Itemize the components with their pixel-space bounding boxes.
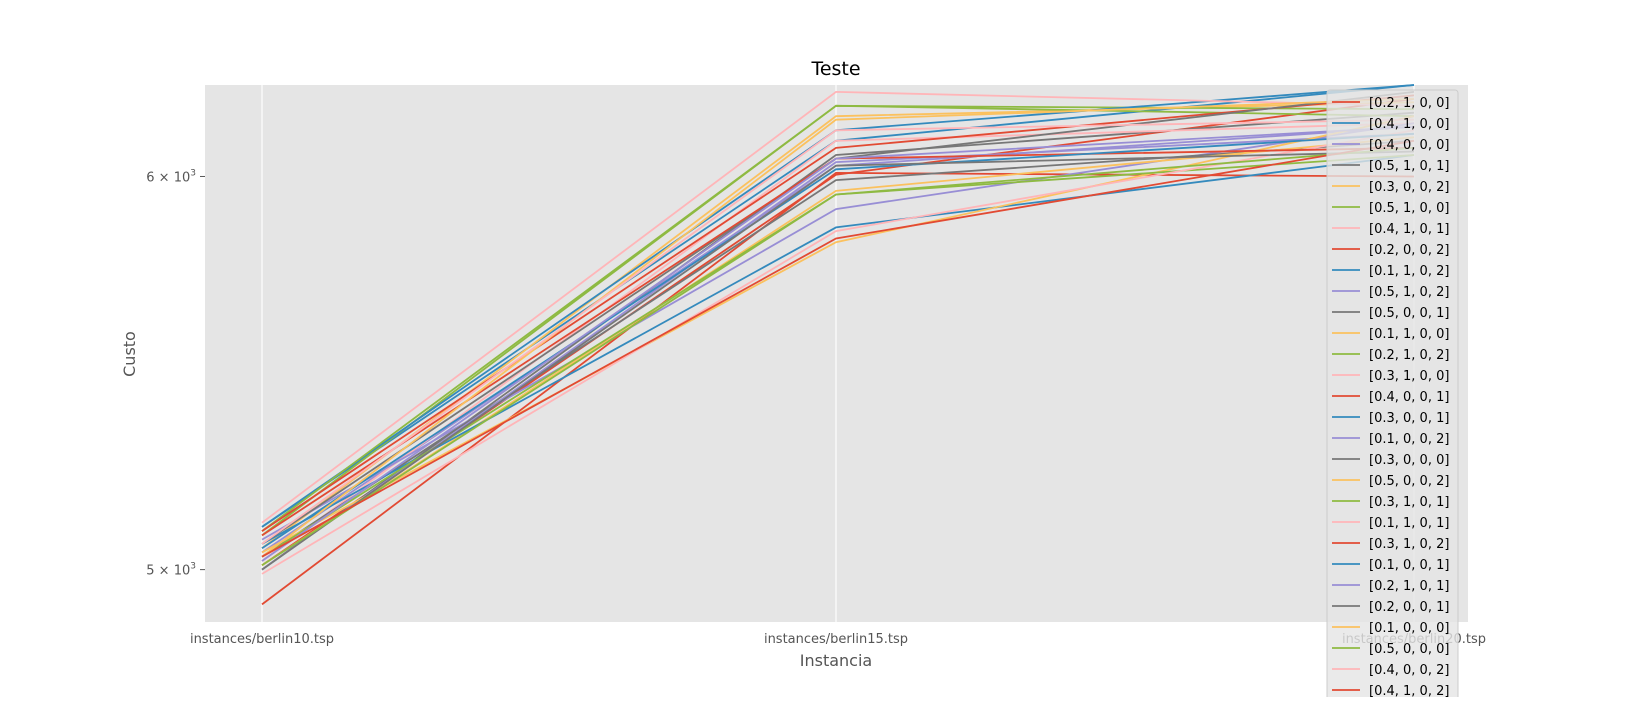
series-line-15: [261, 94, 1415, 532]
legend-label: [0.5, 0, 0, 1]: [1369, 306, 1449, 321]
legend-label: [0.1, 0, 0, 1]: [1369, 558, 1449, 573]
legend-box: [1326, 89, 1459, 701]
legend-label: [0.1, 1, 0, 1]: [1369, 516, 1449, 531]
series-line-19: [261, 115, 1415, 554]
legend-label: [0.1, 0, 0, 2]: [1369, 432, 1449, 447]
series-line-27: [261, 147, 1415, 567]
series-line-11: [261, 139, 1415, 558]
x-axis-label: Instancia: [800, 651, 872, 670]
series-line-28: [261, 118, 1415, 545]
series-lines: [261, 84, 1415, 606]
legend-label: [0.3, 1, 0, 0]: [1369, 369, 1449, 384]
legend-label: [0.2, 1, 0, 2]: [1369, 348, 1449, 363]
legend-label: [0.1, 1, 0, 2]: [1369, 264, 1449, 279]
legend-label: [0.1, 0, 0, 0]: [1369, 621, 1449, 636]
legend-label: [0.5, 1, 0, 1]: [1369, 159, 1449, 174]
chart-title: Teste: [810, 58, 860, 80]
series-line-25: [261, 150, 1415, 571]
series-line-17: [261, 132, 1415, 571]
y-tick-label: 6 × 103: [146, 168, 196, 185]
legend-label: [0.4, 1, 0, 0]: [1369, 117, 1449, 132]
legend-label: [0.4, 1, 0, 1]: [1369, 222, 1449, 237]
legend-label: [0.3, 1, 0, 1]: [1369, 495, 1449, 510]
series-line-26: [261, 97, 1415, 558]
series-line-16: [261, 154, 1415, 545]
legend-label: [0.3, 0, 0, 1]: [1369, 411, 1449, 426]
series-line-23: [261, 132, 1415, 549]
legend-label: [0.2, 1, 0, 0]: [1369, 96, 1449, 111]
legend-label: [0.4, 0, 0, 1]: [1369, 390, 1449, 405]
legend-label: [0.3, 1, 0, 2]: [1369, 537, 1449, 552]
legend-label: [0.5, 0, 0, 2]: [1369, 474, 1449, 489]
legend-label: [0.4, 1, 0, 2]: [1369, 684, 1449, 697]
legend-label: [0.2, 1, 0, 1]: [1369, 579, 1449, 594]
legend-label: [0.5, 0, 0, 0]: [1369, 642, 1449, 657]
series-line-12: [261, 136, 1415, 567]
series-line-24: [261, 125, 1415, 562]
legend: [0.2, 1, 0, 0] [0.4, 1, 0, 0] [0.4, 0, 0, …: [1326, 89, 1459, 701]
legend-label: [0.4, 0, 0, 0]: [1369, 138, 1449, 153]
y-axis-label: Custo: [120, 331, 139, 377]
legend-label: [0.5, 1, 0, 0]: [1369, 201, 1449, 216]
legend-label: [0.2, 0, 0, 2]: [1369, 243, 1449, 258]
legend-label: [0.4, 0, 0, 2]: [1369, 663, 1449, 678]
legend-label: [0.3, 0, 0, 2]: [1369, 180, 1449, 195]
legend-label: [0.2, 0, 0, 1]: [1369, 600, 1449, 615]
legend-label: [0.1, 1, 0, 0]: [1369, 327, 1449, 342]
legend-label: [0.5, 1, 0, 2]: [1369, 285, 1449, 300]
x-tick-label: instances/berlin15.tsp: [764, 632, 908, 647]
legend-label: [0.3, 0, 0, 0]: [1369, 453, 1449, 468]
series-line-29: [261, 139, 1415, 558]
series-line-14: [261, 90, 1415, 524]
x-tick-label: instances/berlin10.tsp: [190, 632, 334, 647]
y-tick-label: 5 × 103: [146, 562, 196, 579]
